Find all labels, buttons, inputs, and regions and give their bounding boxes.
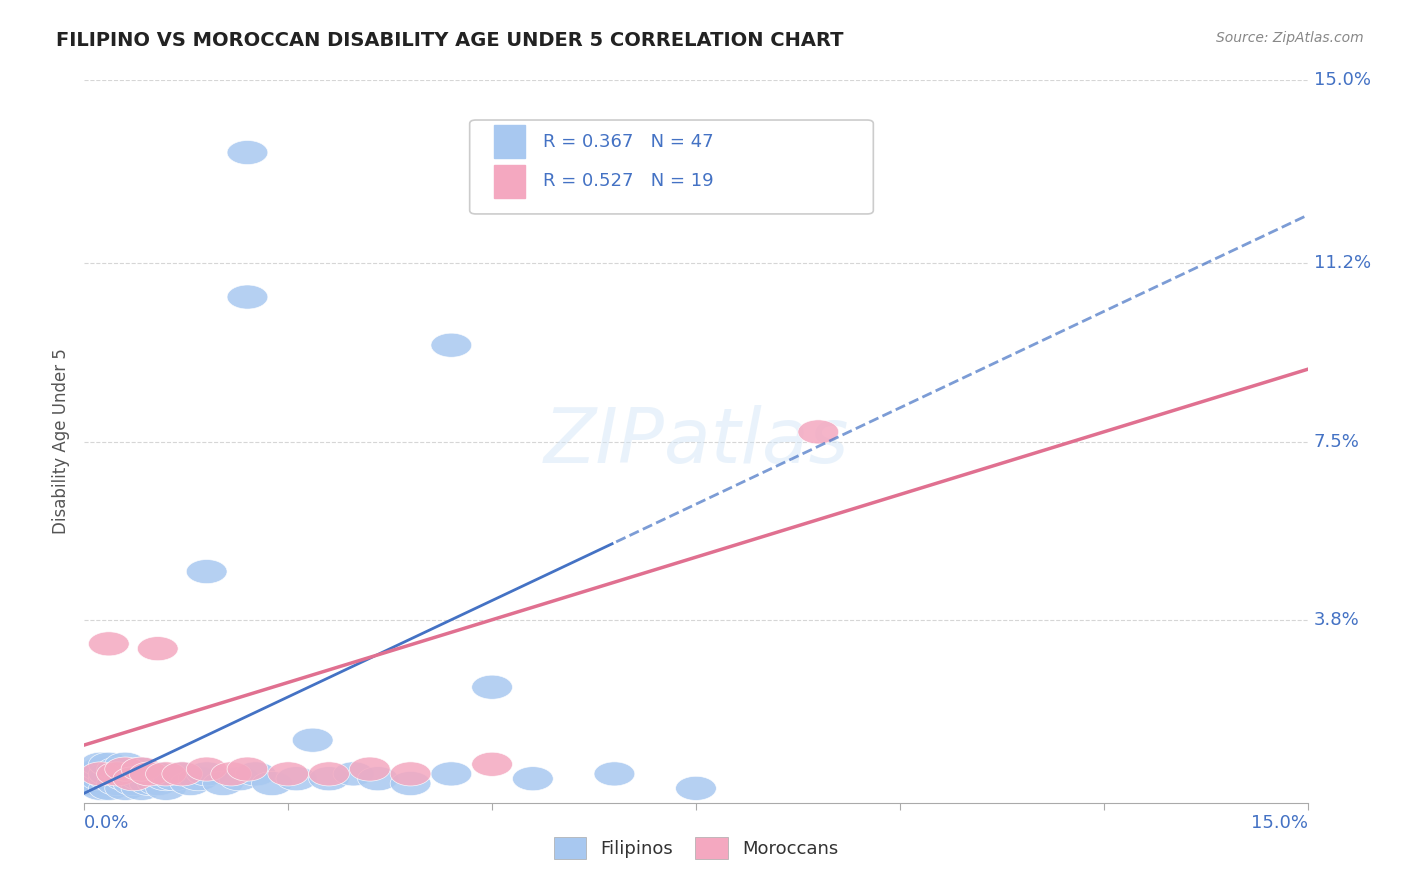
Text: 15.0%: 15.0% (1250, 814, 1308, 831)
Ellipse shape (105, 757, 146, 781)
Ellipse shape (309, 767, 350, 791)
Ellipse shape (146, 762, 186, 786)
Legend: Filipinos, Moroccans: Filipinos, Moroccans (547, 830, 845, 866)
Ellipse shape (129, 762, 170, 786)
Ellipse shape (228, 757, 269, 781)
Ellipse shape (333, 762, 374, 786)
Ellipse shape (432, 333, 472, 357)
Text: R = 0.527   N = 19: R = 0.527 N = 19 (543, 172, 714, 190)
Ellipse shape (276, 767, 316, 791)
Text: 11.2%: 11.2% (1313, 254, 1371, 272)
Ellipse shape (472, 675, 513, 699)
Ellipse shape (80, 776, 121, 800)
Ellipse shape (72, 772, 112, 796)
Ellipse shape (89, 632, 129, 656)
Ellipse shape (97, 772, 138, 796)
Ellipse shape (186, 559, 228, 583)
Ellipse shape (676, 776, 717, 800)
Ellipse shape (121, 767, 162, 791)
Ellipse shape (219, 767, 260, 791)
Ellipse shape (129, 762, 170, 786)
Ellipse shape (138, 762, 179, 786)
Text: R = 0.367   N = 47: R = 0.367 N = 47 (543, 133, 714, 151)
Ellipse shape (391, 772, 432, 796)
Ellipse shape (112, 762, 153, 786)
Ellipse shape (432, 762, 472, 786)
Text: Source: ZipAtlas.com: Source: ZipAtlas.com (1216, 31, 1364, 45)
Y-axis label: Disability Age Under 5: Disability Age Under 5 (52, 349, 70, 534)
Ellipse shape (112, 767, 153, 791)
Ellipse shape (105, 776, 146, 800)
Ellipse shape (357, 767, 398, 791)
Ellipse shape (292, 728, 333, 752)
Ellipse shape (121, 757, 162, 781)
Ellipse shape (202, 772, 243, 796)
FancyBboxPatch shape (494, 165, 524, 198)
Ellipse shape (80, 752, 121, 776)
Text: 7.5%: 7.5% (1313, 433, 1360, 450)
Ellipse shape (97, 762, 138, 786)
Ellipse shape (72, 762, 112, 786)
FancyBboxPatch shape (470, 120, 873, 214)
Ellipse shape (89, 762, 129, 786)
Ellipse shape (89, 752, 129, 776)
Ellipse shape (162, 762, 202, 786)
Ellipse shape (799, 420, 839, 444)
Ellipse shape (129, 772, 170, 796)
Ellipse shape (228, 140, 269, 165)
Ellipse shape (97, 762, 138, 786)
Ellipse shape (89, 767, 129, 791)
Ellipse shape (211, 762, 252, 786)
Ellipse shape (146, 776, 186, 800)
Ellipse shape (80, 767, 121, 791)
FancyBboxPatch shape (494, 126, 524, 158)
Ellipse shape (186, 762, 228, 786)
Ellipse shape (350, 757, 391, 781)
Text: 3.8%: 3.8% (1313, 611, 1360, 629)
Ellipse shape (80, 762, 121, 786)
Ellipse shape (97, 757, 138, 781)
Ellipse shape (170, 772, 211, 796)
Ellipse shape (513, 767, 554, 791)
Ellipse shape (138, 637, 179, 661)
Ellipse shape (121, 757, 162, 781)
Text: 15.0%: 15.0% (1313, 71, 1371, 89)
Ellipse shape (112, 772, 153, 796)
Text: FILIPINO VS MOROCCAN DISABILITY AGE UNDER 5 CORRELATION CHART: FILIPINO VS MOROCCAN DISABILITY AGE UNDE… (56, 31, 844, 50)
Ellipse shape (146, 767, 186, 791)
Text: ZIPatlas: ZIPatlas (543, 405, 849, 478)
Ellipse shape (162, 762, 202, 786)
Ellipse shape (595, 762, 636, 786)
Ellipse shape (269, 762, 309, 786)
Ellipse shape (186, 757, 228, 781)
Ellipse shape (391, 762, 432, 786)
Ellipse shape (235, 762, 276, 786)
Ellipse shape (309, 762, 350, 786)
Ellipse shape (228, 285, 269, 310)
Ellipse shape (105, 752, 146, 776)
Text: 0.0%: 0.0% (84, 814, 129, 831)
Ellipse shape (153, 767, 194, 791)
Ellipse shape (121, 776, 162, 800)
Ellipse shape (472, 752, 513, 776)
Ellipse shape (105, 767, 146, 791)
Ellipse shape (80, 757, 121, 781)
Ellipse shape (179, 767, 219, 791)
Ellipse shape (138, 772, 179, 796)
Ellipse shape (89, 776, 129, 800)
Ellipse shape (252, 772, 292, 796)
